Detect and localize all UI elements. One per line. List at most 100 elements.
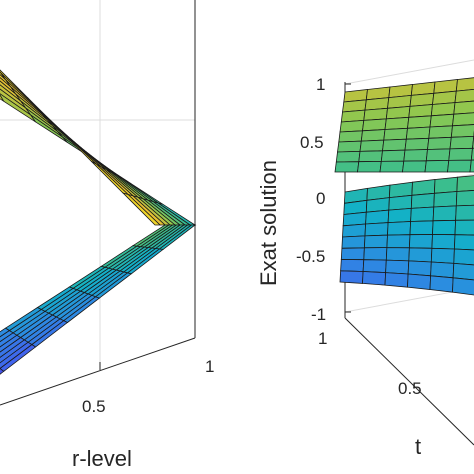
right-lower-surface-patch [385,247,410,262]
left-x-tick-label: 0.5 [82,397,106,416]
right-upper-surface-patch [428,125,453,139]
right-upper-surface-patch [384,116,410,130]
right-axes: 1 0.5 0 -0.5 -1 1 0.5 Exat solution t [256,59,474,459]
right-upper-surface-patch [408,104,433,118]
right-z-tick-label: 0.5 [300,133,324,152]
right-upper-surface-patch [383,127,408,141]
right-lower-surface-patch [407,260,432,277]
right-lower-surface-patch [433,176,458,194]
right-upper-surface-patch [334,161,360,173]
right-upper-surface-patch [404,137,430,151]
right-upper-surface-patch [448,147,473,161]
right-lower-surface-patch [385,259,410,275]
right-upper-surface-patch [358,150,383,163]
right-lower-surface-patch [410,192,435,209]
right-lower-surface-patch [429,275,454,293]
right-lower-surface-patch [387,207,412,224]
right-lower-surface-patch [408,247,433,263]
right-lower-surface-patch [407,273,432,290]
right-t-tick-label: 0.5 [398,379,422,398]
right-lower-surface-patch [409,220,434,236]
right-upper-surface-patch [427,136,452,150]
right-upper-surface-patch [447,159,472,173]
right-upper-surface-patch [454,88,474,104]
right-lower-surface-patch [362,271,387,286]
right-upper-surface-patch [339,119,365,133]
right-lower-surface-patch [453,248,474,266]
right-lower-surface-patch [364,222,389,237]
right-upper-surface-patch [337,140,362,153]
right-upper-surface-patch [359,139,385,152]
right-lower-surface-patch [363,234,388,249]
right-lower-surface-patch [454,219,474,236]
right-lower-surface-patch [452,277,474,296]
right-t-axis [344,317,474,446]
right-lower-surface-patch [453,234,474,251]
right-upper-surface-patch [453,100,474,115]
right-upper-surface-patch [469,159,474,173]
right-lower-surface-patch [455,204,474,221]
right-lower-surface-patch [430,261,455,279]
right-lower-surface-patch [362,259,387,274]
right-lower-surface-patch [430,247,455,264]
left-x-tick-label: 1 [205,357,214,376]
left-upper-surface-patch [59,129,97,165]
right-z-tick-label: 1 [316,75,325,94]
right-lower-surface-patch [365,209,390,225]
right-upper-surface-patch [379,160,405,173]
right-upper-surface-patch [455,77,474,92]
right-upper-surface-patch [425,148,451,162]
right-lower-surface-patch [452,262,474,281]
right-upper-surface-patch [430,102,456,117]
right-z-tick-label: -1 [311,305,326,324]
right-upper-surface-patch [405,126,431,140]
right-z-axis-label: Exat solution [256,160,281,286]
right-upper-surface-patch [452,112,474,127]
right-upper-surface-patch [385,105,411,120]
right-lower-surface-patch [432,205,457,222]
right-lower-surface-patch [410,206,435,222]
right-z-tick-label: 0 [316,189,325,208]
left-upper-surface-patch [0,71,1,73]
right-t-tick-label: 1 [318,329,327,348]
left-axis-line [0,337,196,406]
right-upper-surface-patch [429,113,455,128]
right-upper-surface-patch [380,149,406,162]
right-upper-surface-patch [357,160,382,173]
left-axes: 0.5 1 r-level [0,0,214,471]
right-lower-surface-patch [431,234,456,250]
right-upper-surface-patch [360,129,386,142]
right-upper-surface-patch [402,160,427,173]
right-lower-surface-patch [432,219,457,236]
right-lower-surface-patch [411,179,436,196]
left-upper-surface-patch [121,192,161,226]
right-lower-surface-patch [363,247,388,261]
right-upper-surface-patch [470,147,474,161]
right-lower-surface-patch [408,234,433,249]
left-lower-surface-patch [131,224,171,247]
right-upper-surface-patch [449,135,474,150]
right-lower-surface-patch [388,194,413,211]
right-lower-surface-patch [387,221,412,236]
right-upper-surface-patch [338,130,363,143]
right-lower-surface-patch [384,272,409,288]
right-upper-surface-patch [403,149,428,162]
right-upper-surface-patch [363,107,388,121]
right-upper-surface-patch [335,150,361,163]
left-x-axis-label: r-level [72,446,132,471]
right-lower-surface-patch [340,247,365,261]
right-z-tick-label: -0.5 [296,247,325,266]
right-lower-surface-patch [456,175,474,192]
right-lower-surface-patch [455,190,474,207]
right-upper-surface-patch [450,124,474,138]
right-grid-line [344,59,474,85]
right-lower-surface-patch [341,235,366,249]
right-lower-surface-patch [339,270,364,284]
left-lower-surface-patch [0,367,5,375]
left-surface [0,69,197,375]
right-surface [334,77,474,296]
right-lower-surface-patch [340,259,365,272]
right-lower-surface-patch [342,211,367,227]
right-t-axis-label: t [415,434,421,459]
